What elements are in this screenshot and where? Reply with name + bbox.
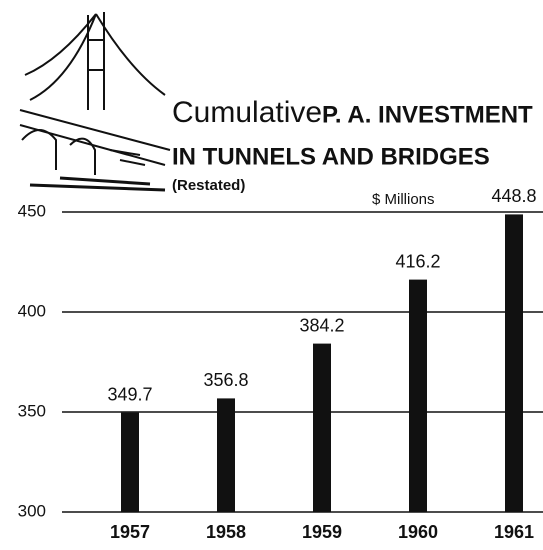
bar: [121, 412, 139, 512]
value-label: 448.8: [491, 186, 536, 206]
x-tick-label: 1960: [398, 522, 438, 542]
y-tick-label: 300: [18, 501, 46, 520]
chart-title: P. A. INVESTMENT: [322, 101, 533, 128]
chart-title: Cumulative: [172, 96, 322, 129]
value-label: 384.2: [299, 315, 344, 335]
value-label: 356.8: [203, 370, 248, 390]
y-tick-label: 350: [18, 401, 46, 420]
x-tick-label: 1959: [302, 522, 342, 542]
x-tick-label: 1961: [494, 522, 534, 542]
bridge-illustration: [19, 12, 171, 192]
bar: [217, 398, 235, 512]
bar: [409, 279, 427, 512]
unit-label: $ Millions: [372, 191, 435, 208]
value-label: 416.2: [395, 251, 440, 271]
value-label: 349.7: [107, 384, 152, 404]
chart-title: IN TUNNELS AND BRIDGES: [172, 143, 490, 170]
x-tick-label: 1957: [110, 522, 150, 542]
bar: [505, 214, 523, 512]
y-tick-label: 400: [18, 301, 46, 320]
y-tick-label: 450: [18, 201, 46, 220]
x-tick-label: 1958: [206, 522, 246, 542]
chart-subtitle: (Restated): [172, 177, 245, 194]
bar: [313, 343, 331, 512]
